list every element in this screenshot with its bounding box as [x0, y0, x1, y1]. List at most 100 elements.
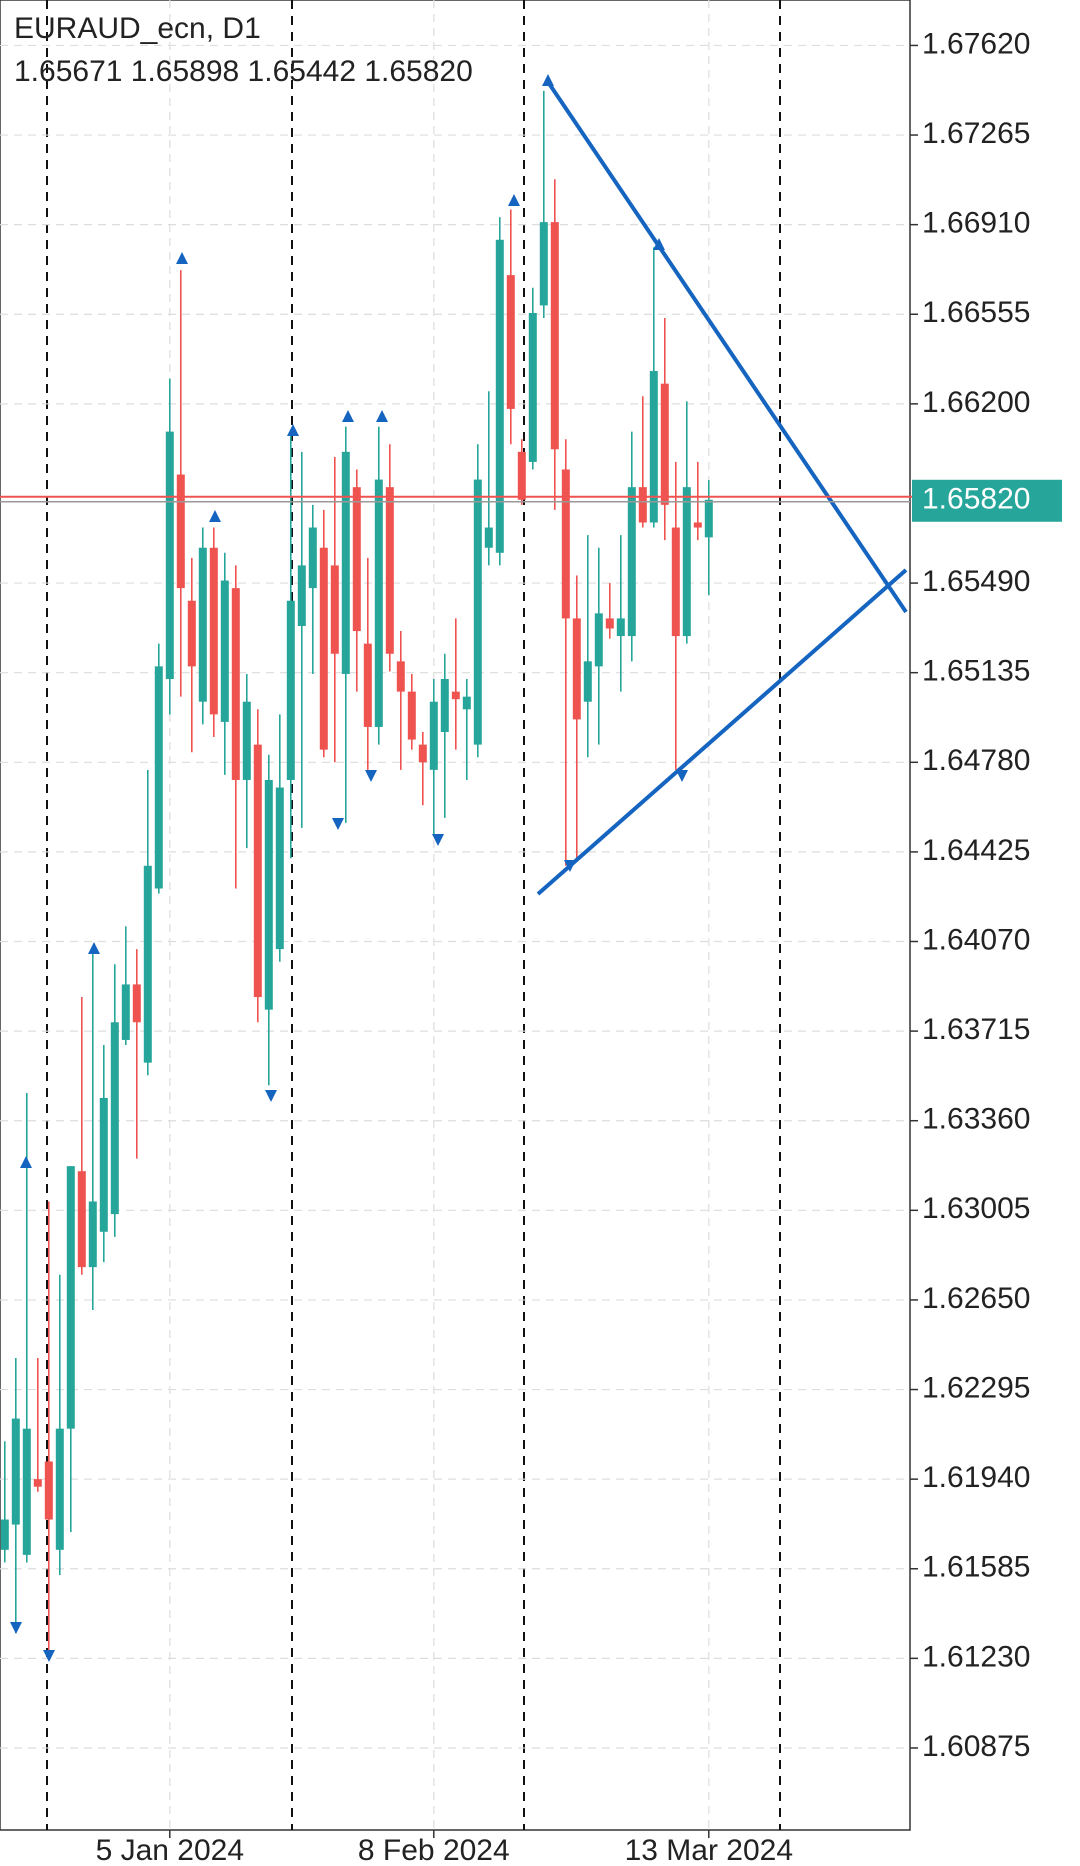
- candle-body: [649, 371, 658, 523]
- candle-body: [44, 1461, 53, 1520]
- candle-body: [110, 1022, 119, 1215]
- candle-body: [242, 701, 251, 780]
- chart-title: EURAUD_ecn, D1: [14, 12, 261, 45]
- candle-body: [253, 744, 262, 998]
- candle-body: [528, 312, 537, 462]
- candle-body: [319, 547, 328, 750]
- candle-body: [77, 1171, 86, 1268]
- trendline-upper: [546, 80, 908, 614]
- candle-body: [605, 618, 614, 629]
- candle-body: [209, 547, 218, 715]
- candle-body: [341, 451, 350, 674]
- arrow-down: [332, 818, 344, 830]
- period-separators: [46, 0, 781, 1830]
- fractal-arrows: [10, 74, 688, 1662]
- last-price-box: [912, 479, 1062, 522]
- candle-body: [88, 1201, 97, 1268]
- last-price-label: 1.65820: [922, 483, 1030, 516]
- grid: [0, 0, 910, 1830]
- candle-body: [198, 547, 207, 702]
- candle-body: [154, 666, 163, 889]
- candle-body: [495, 239, 504, 553]
- y-tick-label: 1.62295: [922, 1371, 1030, 1404]
- candle-body: [660, 383, 669, 505]
- candle-body: [407, 691, 416, 740]
- y-tick-label: 1.63715: [922, 1013, 1030, 1046]
- candle-body: [99, 1098, 108, 1232]
- y-tick-label: 1.64070: [922, 923, 1030, 956]
- candle-body: [374, 479, 383, 727]
- candle-body: [132, 984, 141, 1023]
- arrow-down: [676, 770, 688, 782]
- candle-body: [33, 1479, 42, 1487]
- arrow-up: [176, 252, 188, 264]
- candle-body: [187, 600, 196, 667]
- candle-body: [297, 565, 306, 626]
- arrow-down: [432, 834, 444, 846]
- candle-body: [363, 643, 372, 727]
- arrow-up: [376, 410, 388, 422]
- candle-body: [418, 744, 427, 763]
- x-tick-label: 13 Mar 2024: [625, 1834, 793, 1866]
- candle-body: [550, 222, 559, 450]
- candle-body: [11, 1418, 20, 1525]
- arrow-down: [564, 860, 576, 872]
- candle-body: [22, 1428, 31, 1555]
- candle-body: [583, 661, 592, 702]
- y-tick-label: 1.66555: [922, 296, 1030, 329]
- y-tick-label: 1.67620: [922, 27, 1030, 60]
- candle-body: [561, 469, 570, 619]
- candle-body: [704, 499, 713, 538]
- y-tick-label: 1.65135: [922, 655, 1030, 688]
- plot-frame: [0, 0, 911, 1831]
- y-tick-label: 1.60875: [922, 1730, 1030, 1763]
- candle-body: [682, 487, 691, 637]
- y-tick-label: 1.63005: [922, 1192, 1030, 1225]
- arrow-down: [365, 770, 377, 782]
- candle-body: [506, 275, 515, 409]
- candle-body: [0, 1519, 9, 1550]
- candle-body: [473, 479, 482, 745]
- arrow-up: [88, 942, 100, 954]
- candle-body: [671, 527, 680, 637]
- y-tick-label: 1.64425: [922, 834, 1030, 867]
- ohlc-header: 1.65671 1.65898 1.65442 1.65820: [14, 55, 473, 88]
- candle-body: [638, 487, 647, 523]
- candle-body: [396, 661, 405, 692]
- candle-body: [264, 779, 273, 1010]
- arrow-up: [20, 1156, 32, 1168]
- candle-body: [231, 588, 240, 780]
- candle-body: [220, 580, 229, 722]
- candle-body: [594, 613, 603, 667]
- y-tick-label: 1.65490: [922, 565, 1030, 598]
- candle-body: [165, 431, 174, 679]
- y-tick-label: 1.64780: [922, 744, 1030, 777]
- candle-body: [352, 487, 361, 632]
- trendline-lower: [536, 568, 908, 896]
- candle-body: [385, 487, 394, 654]
- arrow-up: [653, 238, 665, 250]
- candle-body: [308, 527, 317, 589]
- candle-body: [286, 600, 295, 780]
- candle-body: [275, 787, 284, 950]
- candle-body: [462, 696, 471, 710]
- candle-body: [429, 701, 438, 770]
- candle-body: [616, 618, 625, 637]
- candle-body: [121, 984, 130, 1040]
- y-tick-label: 1.67265: [922, 117, 1030, 150]
- candle-body: [693, 522, 702, 528]
- arrow-down: [43, 1650, 55, 1662]
- y-tick-label: 1.61230: [922, 1640, 1030, 1673]
- y-tick-label: 1.63360: [922, 1103, 1030, 1136]
- y-tick-label: 1.61585: [922, 1551, 1030, 1584]
- candle-body: [539, 222, 548, 306]
- arrow-down: [265, 1090, 277, 1102]
- y-tick-label: 1.62650: [922, 1282, 1030, 1315]
- candle-body: [627, 487, 636, 637]
- y-tick-label: 1.66200: [922, 386, 1030, 419]
- trendlines: [536, 80, 908, 896]
- candles: [0, 90, 713, 1651]
- candle-body: [451, 691, 460, 700]
- x-tick-label: 8 Feb 2024: [358, 1834, 510, 1866]
